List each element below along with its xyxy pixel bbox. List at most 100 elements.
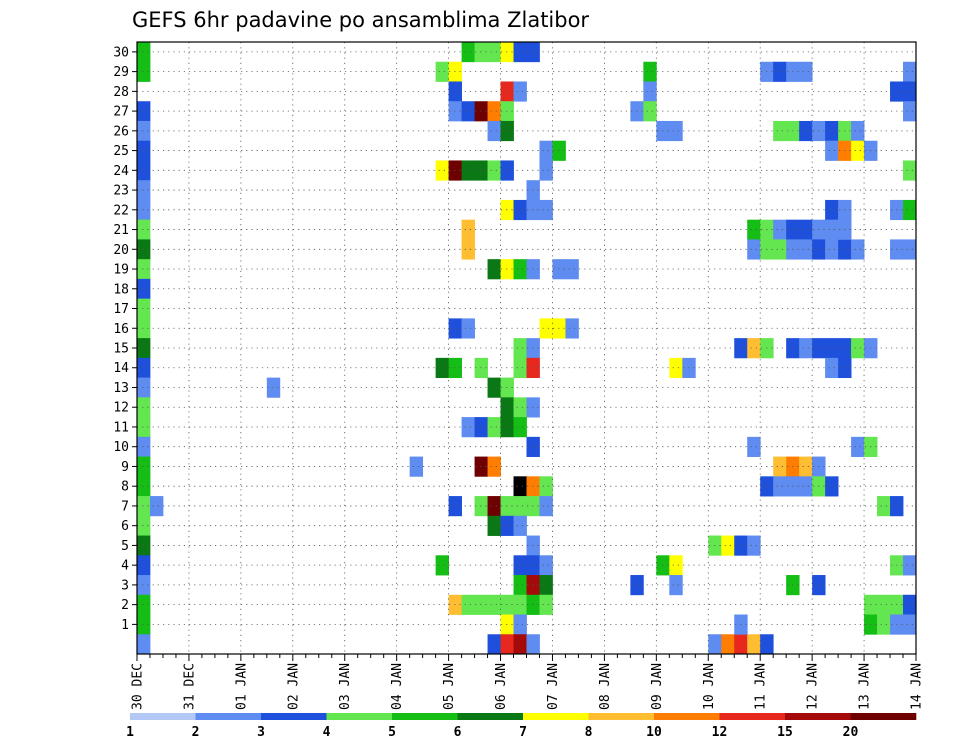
heatmap-cell bbox=[513, 634, 527, 655]
heatmap-cell bbox=[747, 535, 761, 556]
heatmap-cell bbox=[773, 219, 787, 240]
x-tick-label: 04 JAN bbox=[390, 663, 405, 710]
heatmap-cell bbox=[799, 239, 813, 260]
y-tick-label: 17 bbox=[113, 302, 129, 317]
y-tick-label: 4 bbox=[121, 559, 129, 574]
y-tick-label: 8 bbox=[121, 480, 129, 495]
heatmap-cell bbox=[487, 496, 501, 517]
heatmap-cell bbox=[137, 496, 151, 517]
heatmap-cell bbox=[903, 555, 917, 576]
x-tick-label: 01 JAN bbox=[234, 663, 249, 710]
heatmap-cell bbox=[708, 634, 722, 655]
heatmap-cell bbox=[825, 219, 839, 240]
x-tick-label: 11 JAN bbox=[754, 663, 769, 710]
heatmap-cell bbox=[137, 278, 151, 300]
colorbar-label: 10 bbox=[646, 725, 662, 740]
heatmap-cell bbox=[903, 239, 917, 260]
colorbar-label: 8 bbox=[585, 725, 593, 740]
x-tick-label: 14 JAN bbox=[910, 663, 925, 710]
heatmap-cell bbox=[669, 575, 683, 596]
colorbar-label: 5 bbox=[388, 725, 396, 740]
heatmap-cell bbox=[513, 338, 527, 359]
colorbar-swatch bbox=[457, 713, 524, 720]
heatmap-cell bbox=[461, 594, 475, 615]
heatmap-cell bbox=[539, 594, 553, 615]
colorbar-label: 1 bbox=[126, 725, 134, 740]
heatmap-cell bbox=[513, 259, 527, 280]
heatmap-cell bbox=[487, 377, 501, 398]
y-tick-label: 5 bbox=[121, 539, 129, 554]
heatmap-cell bbox=[513, 357, 527, 379]
y-tick-label: 30 bbox=[113, 45, 129, 60]
heatmap-cell bbox=[487, 417, 501, 438]
heatmap-cell bbox=[799, 61, 813, 82]
heatmap-cell bbox=[137, 180, 151, 201]
heatmap-cell bbox=[461, 417, 475, 438]
heatmap-cell bbox=[773, 120, 787, 142]
y-tick-label: 21 bbox=[113, 223, 129, 238]
heatmap-cell bbox=[137, 614, 151, 635]
heatmap-cell bbox=[877, 496, 891, 517]
heatmap-cell bbox=[851, 239, 865, 260]
heatmap-cell bbox=[487, 634, 501, 655]
heatmap-cell bbox=[903, 101, 917, 122]
y-tick-label: 25 bbox=[113, 144, 129, 159]
heatmap-cell bbox=[747, 436, 761, 457]
heatmap-cell bbox=[137, 338, 151, 359]
heatmap-cell bbox=[721, 634, 735, 655]
colorbar-label: 7 bbox=[519, 725, 527, 740]
colorbar-swatch bbox=[719, 713, 786, 720]
heatmap-cell bbox=[137, 219, 151, 240]
heatmap-cell bbox=[500, 634, 514, 655]
heatmap-cell bbox=[461, 239, 475, 260]
colorbar-swatch bbox=[654, 713, 720, 720]
heatmap-cell bbox=[137, 318, 151, 339]
y-tick-label: 7 bbox=[121, 499, 129, 514]
heatmap-cell bbox=[137, 298, 151, 319]
y-tick-label: 19 bbox=[113, 263, 129, 278]
heatmap-cell bbox=[799, 338, 813, 359]
heatmap-cell bbox=[137, 61, 151, 82]
heatmap-cell bbox=[513, 594, 527, 615]
heatmap-cell bbox=[799, 219, 813, 240]
colorbar-label: 2 bbox=[192, 725, 200, 740]
heatmap-cell bbox=[669, 120, 683, 142]
heatmap-cell bbox=[825, 476, 839, 497]
heatmap-cell bbox=[773, 456, 787, 477]
colorbar-label: 3 bbox=[257, 725, 265, 740]
heatmap-cell bbox=[137, 101, 151, 122]
colorbar-swatch bbox=[130, 713, 196, 720]
heatmap-cell bbox=[747, 219, 761, 240]
heatmap-cell bbox=[487, 42, 501, 63]
heatmap-cell bbox=[903, 199, 917, 221]
heatmap-cell bbox=[513, 496, 527, 517]
chart-title: GEFS 6hr padavine po ansamblima Zlatibor bbox=[132, 8, 589, 32]
heatmap-cell bbox=[643, 61, 657, 82]
heatmap-cell bbox=[539, 496, 553, 517]
x-tick-label: 02 JAN bbox=[286, 663, 301, 710]
heatmap-cell bbox=[461, 318, 475, 339]
heatmap-cell bbox=[513, 42, 527, 63]
heatmap-cell bbox=[487, 160, 501, 181]
heatmap-cell bbox=[137, 239, 151, 260]
heatmap-cells bbox=[137, 42, 917, 655]
heatmap-cell bbox=[747, 338, 761, 359]
heatmap-cell bbox=[137, 42, 151, 63]
heatmap-cell bbox=[487, 594, 501, 615]
heatmap-cell bbox=[487, 120, 501, 142]
heatmap-cell bbox=[825, 357, 839, 379]
heatmap-cell bbox=[825, 199, 839, 221]
heatmap-cell bbox=[513, 81, 527, 102]
heatmap-cell bbox=[721, 535, 735, 556]
heatmap-cell bbox=[487, 101, 501, 122]
heatmap-cell bbox=[643, 101, 657, 122]
heatmap-cell bbox=[851, 338, 865, 359]
y-axis: 1234567891011121314151617181920212223242… bbox=[113, 45, 137, 633]
heatmap-cell bbox=[539, 575, 553, 596]
heatmap-cell bbox=[137, 515, 151, 536]
heatmap-cell bbox=[137, 456, 151, 477]
colorbar-swatch bbox=[261, 713, 327, 720]
x-tick-label: 09 JAN bbox=[650, 663, 665, 710]
heatmap-cell bbox=[461, 42, 475, 63]
